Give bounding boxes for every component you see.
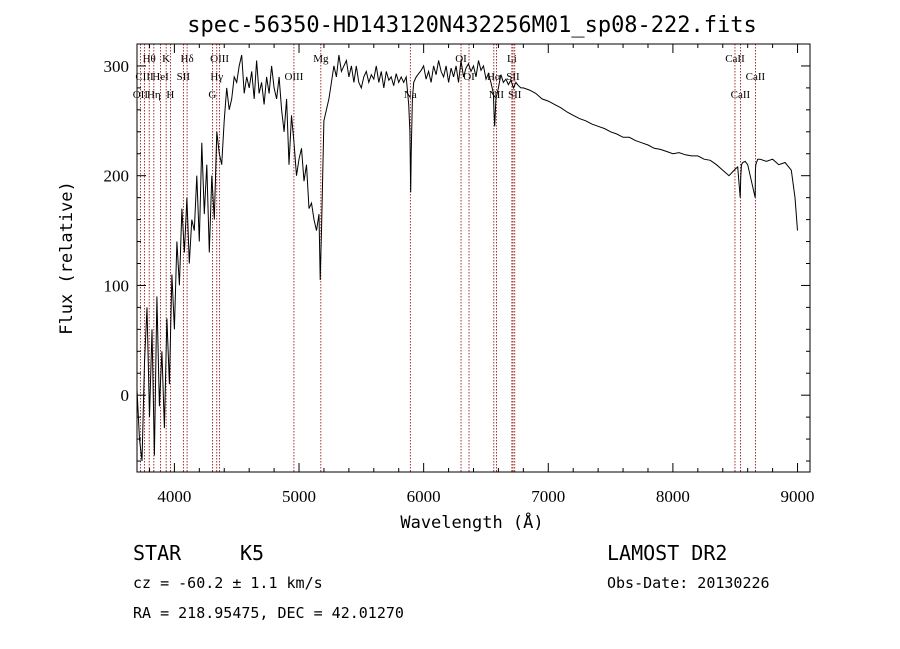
spectral-line-label: CaII [746, 71, 766, 83]
spectral-line-label: OI [455, 53, 467, 65]
spectral-line-label: H [166, 89, 174, 101]
y-tick-label: 200 [104, 167, 130, 186]
spectral-line-label: Hη [147, 89, 161, 101]
spectral-line-label: CaII [725, 53, 745, 65]
x-tick-label: 8000 [656, 487, 690, 506]
chart-title: spec-56350-HD143120N432256M01_sp08-222.f… [187, 13, 757, 38]
redshift-value: cz = -60.2 ± 1.1 km/s [133, 574, 323, 592]
spectrum-line [136, 54, 798, 462]
spectral-line-label: Hγ [210, 71, 223, 83]
spectral-line-label: SII [508, 89, 522, 101]
spectral-line-label: CaII [731, 89, 751, 101]
spectral-line-label: Li [507, 53, 517, 65]
coordinates: RA = 218.95475, DEC = 42.01270 [133, 604, 404, 622]
spectral-line-label: OI [463, 71, 475, 83]
x-axis-ticks: 4000 5000 6000 7000 8000 9000 [148, 44, 815, 506]
spectral-line-label: SII [177, 71, 191, 83]
x-tick-label: 9000 [781, 487, 815, 506]
x-tick-label: 7000 [531, 487, 565, 506]
y-axis-label: Flux (relative) [57, 181, 77, 335]
spectral-line-label: OIII [210, 53, 229, 65]
spectral-line-label: Hδ [181, 53, 194, 65]
spectral-line-label: SII [506, 71, 520, 83]
spectral-line-label: K [162, 53, 170, 65]
y-tick-label: 300 [104, 57, 130, 76]
spectral-line-label: Na [404, 89, 417, 101]
survey-name: LAMOST DR2 [607, 541, 727, 565]
spectral-line-label: OIII [284, 71, 303, 83]
spectral-line-label: CIII [135, 71, 154, 83]
x-tick-label: 4000 [157, 487, 191, 506]
y-axis-ticks: 0 100 200 300 [104, 43, 810, 462]
x-axis-label: Wavelength (Å) [400, 511, 543, 533]
plot-frame [136, 43, 811, 473]
y-tick-label: 0 [121, 386, 130, 405]
observation-date: Obs-Date: 20130226 [607, 574, 770, 592]
spectral-line-label: Hθ [143, 53, 156, 65]
x-tick-label: 6000 [407, 487, 441, 506]
object-class: STAR [133, 541, 182, 565]
spectral-line-label: Mg [313, 53, 329, 65]
object-subclass: K5 [240, 541, 264, 565]
spectral-line-label: HeI [152, 71, 169, 83]
x-tick-label: 5000 [282, 487, 316, 506]
y-tick-label: 100 [104, 276, 130, 295]
spectral-line-label: G [208, 89, 216, 101]
